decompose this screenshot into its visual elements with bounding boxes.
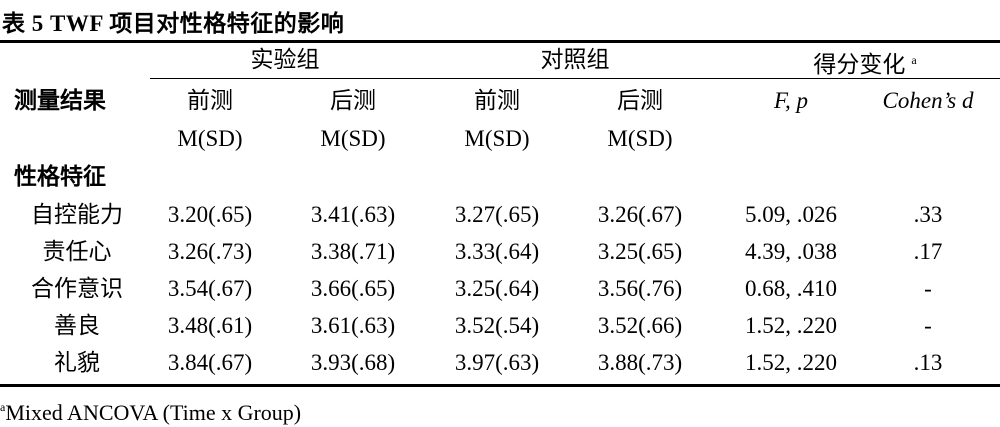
cell-ctl-post: 3.25(.65): [597, 239, 683, 264]
cell-cohen-d: .13: [913, 350, 943, 375]
group-header-change-sup: a: [911, 53, 917, 67]
row-label: 礼貌: [54, 350, 100, 375]
subheader-exp-pre: M(SD): [177, 126, 243, 151]
table-caption: 表 5 TWF 项目对性格特征的影响: [2, 11, 345, 36]
cell-cohen-d: .17: [913, 239, 943, 264]
cell-ctl-post: 3.26(.67): [597, 202, 683, 227]
cell-exp-post: 3.66(.65): [310, 276, 396, 301]
cell-exp-pre: 3.20(.65): [167, 202, 253, 227]
cell-ctl-post: 3.52(.66): [597, 313, 683, 338]
cell-ctl-post: 3.88(.73): [597, 350, 683, 375]
cell-ctl-pre: 3.27(.65): [454, 202, 540, 227]
footnote-text: Mixed ANCOVA (Time x Group): [5, 400, 302, 425]
cell-ctl-pre: 3.25(.64): [454, 276, 540, 301]
footnote: aMixed ANCOVA (Time x Group): [0, 393, 301, 427]
col-header-ctl-post: 后测: [617, 88, 663, 113]
col-header-exp-pre: 前测: [187, 88, 233, 113]
cell-exp-post: 3.38(.71): [310, 239, 396, 264]
cell-exp-pre: 3.26(.73): [167, 239, 253, 264]
col-header-cohen: Cohen’s d: [882, 88, 974, 113]
cell-fp: 4.39, .038: [745, 239, 837, 264]
subheader-ctl-post: M(SD): [607, 126, 673, 151]
cell-exp-post: 3.61(.63): [310, 313, 396, 338]
cell-ctl-post: 3.56(.76): [597, 276, 683, 301]
cell-exp-pre: 3.54(.67): [167, 276, 253, 301]
col-header-measure: 测量结果: [14, 88, 106, 113]
row-label: 善良: [54, 313, 100, 338]
group-header-control: 对照组: [540, 47, 610, 72]
col-header-fp: F, p: [773, 88, 809, 113]
cell-fp: 5.09, .026: [745, 202, 837, 227]
cell-cohen-d: -: [924, 276, 932, 301]
cell-ctl-pre: 3.52(.54): [454, 313, 540, 338]
col-header-ctl-pre: 前测: [474, 88, 520, 113]
section-heading: 性格特征: [14, 164, 106, 189]
row-label: 合作意识: [31, 276, 123, 301]
bottom-rule: [0, 384, 1000, 387]
footnote-sup: a: [0, 400, 6, 414]
cell-fp: 1.52, .220: [745, 313, 837, 338]
mid-rule: [150, 78, 1000, 79]
col-header-exp-post: 后测: [330, 88, 376, 113]
cell-ctl-pre: 3.33(.64): [454, 239, 540, 264]
cell-ctl-pre: 3.97(.63): [454, 350, 540, 375]
cell-exp-post: 3.41(.63): [310, 202, 396, 227]
row-label: 自控能力: [31, 202, 123, 227]
cell-exp-pre: 3.48(.61): [167, 313, 253, 338]
group-header-experimental: 实验组: [250, 47, 320, 72]
group-header-change-label: 得分变化: [813, 52, 906, 77]
cell-fp: 1.52, .220: [745, 350, 837, 375]
cell-exp-pre: 3.84(.67): [167, 350, 253, 375]
subheader-exp-post: M(SD): [320, 126, 386, 151]
group-header-change: 得分变化 a: [760, 45, 970, 77]
cell-cohen-d: -: [924, 313, 932, 338]
row-label: 责任心: [42, 239, 112, 264]
cell-fp: 0.68, .410: [745, 276, 837, 301]
cell-exp-post: 3.93(.68): [310, 350, 396, 375]
cell-cohen-d: .33: [913, 202, 943, 227]
top-rule: [0, 40, 1000, 43]
subheader-ctl-pre: M(SD): [464, 126, 530, 151]
